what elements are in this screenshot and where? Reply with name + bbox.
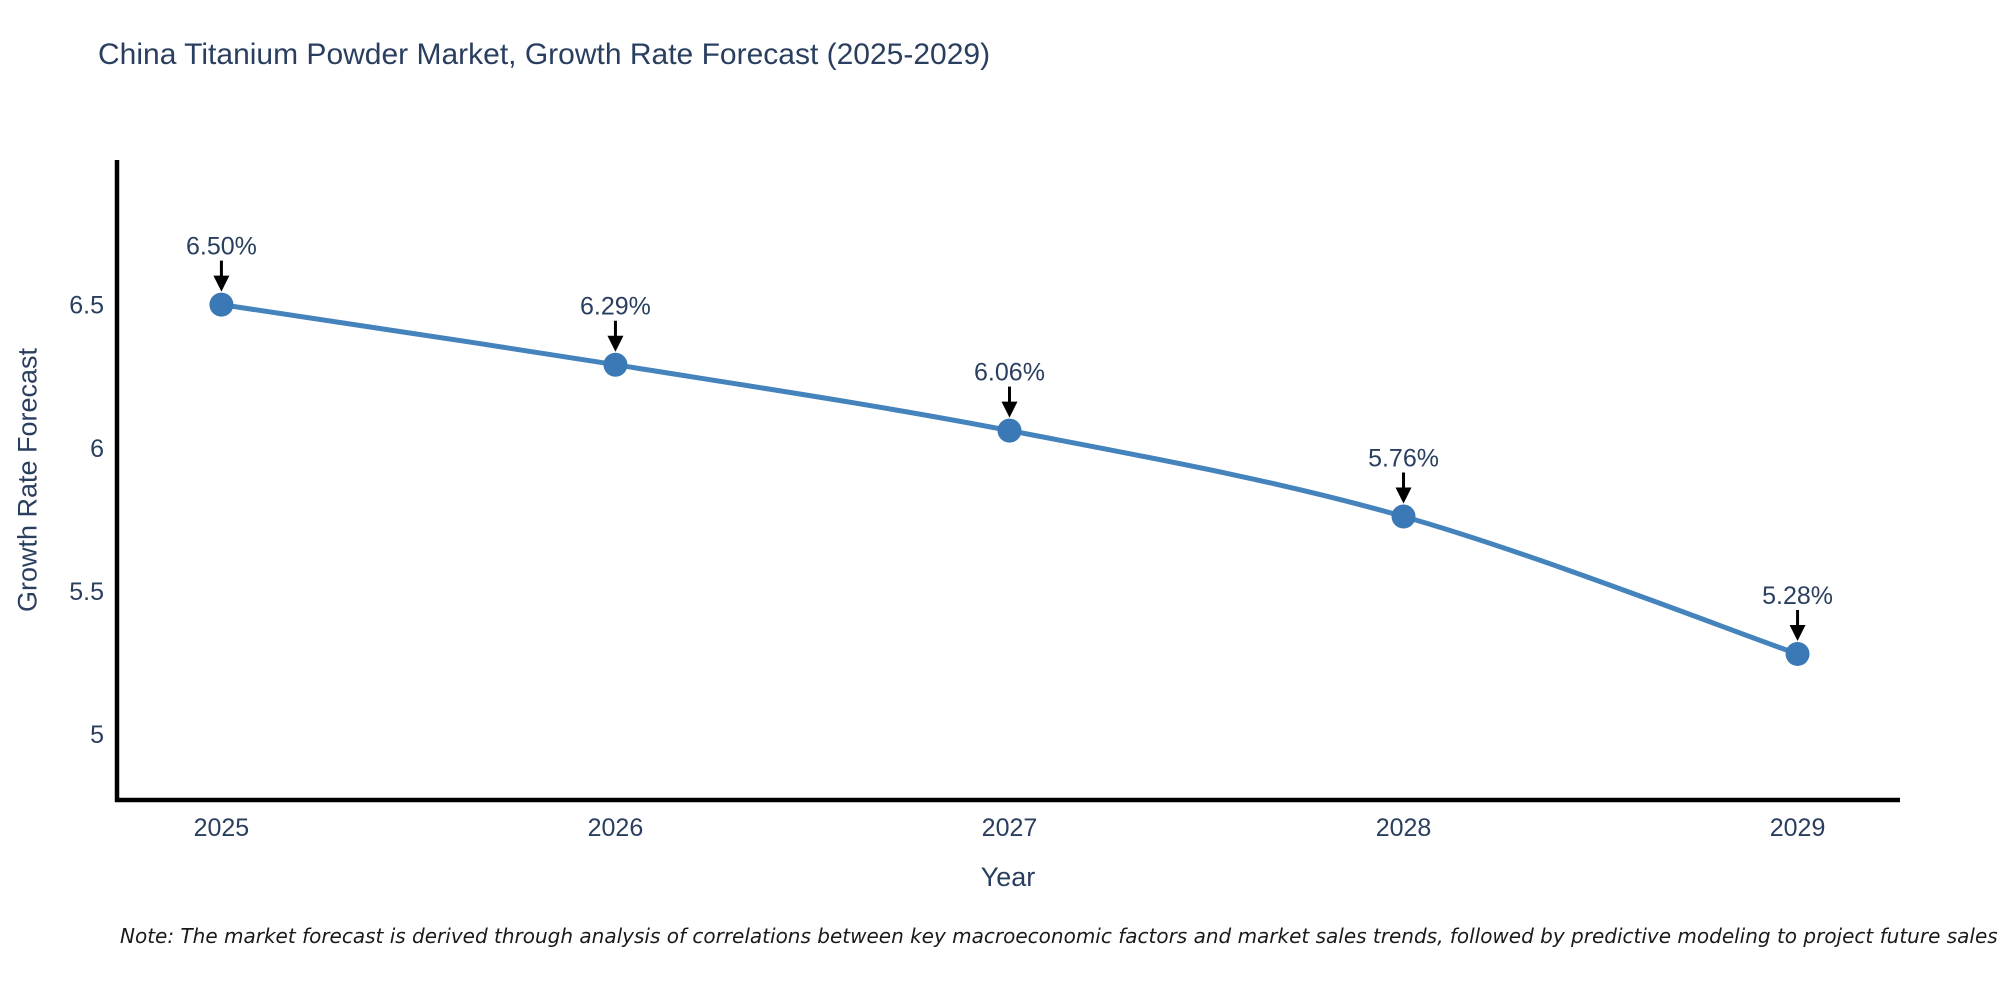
data-point-marker[interactable] xyxy=(997,418,1022,443)
data-point-marker[interactable] xyxy=(209,292,234,317)
x-tick-label: 2026 xyxy=(588,814,644,842)
chart-title: China Titanium Powder Market, Growth Rat… xyxy=(98,38,991,71)
y-tick-label: 6 xyxy=(90,435,104,463)
point-annotation-label: 5.28% xyxy=(1762,582,1833,610)
x-tick-label: 2029 xyxy=(1770,814,1826,842)
x-tick-label: 2028 xyxy=(1376,814,1432,842)
annotation-arrow-head xyxy=(1789,624,1806,641)
data-point-marker[interactable] xyxy=(1785,641,1810,666)
series-line xyxy=(221,302,1799,657)
annotation-arrow-head xyxy=(1395,487,1412,504)
point-annotation-label: 6.29% xyxy=(580,293,651,321)
y-tick-label: 6.5 xyxy=(69,292,104,320)
x-tick-label: 2027 xyxy=(982,814,1038,842)
x-tick-label: 2025 xyxy=(194,814,250,842)
annotation-arrow-head xyxy=(1001,401,1018,418)
annotation-arrow-head xyxy=(607,335,624,352)
point-annotation-label: 5.76% xyxy=(1368,445,1439,473)
annotation-arrow-head xyxy=(213,275,230,292)
y-tick-label: 5.5 xyxy=(69,578,104,606)
y-tick-label: 5 xyxy=(90,721,104,749)
data-point-marker[interactable] xyxy=(1391,504,1416,529)
footnote: Note: The market forecast is derived thr… xyxy=(120,924,1998,948)
point-annotation-label: 6.06% xyxy=(974,359,1045,387)
point-annotation-label: 6.50% xyxy=(186,233,257,261)
data-point-marker[interactable] xyxy=(603,352,628,377)
x-axis-title: Year xyxy=(980,862,1036,892)
